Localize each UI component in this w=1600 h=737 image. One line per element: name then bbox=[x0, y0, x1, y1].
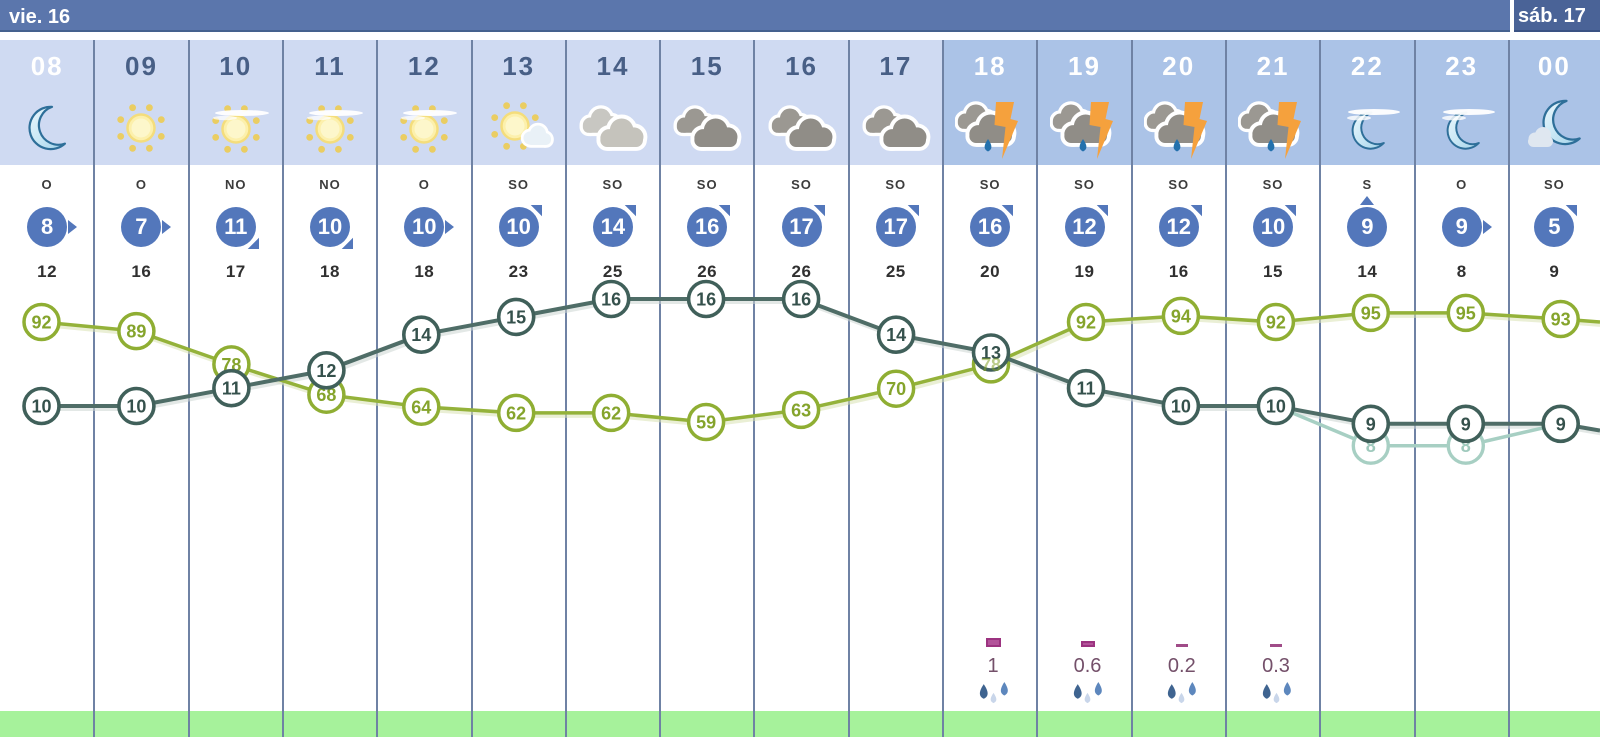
svg-text:13: 13 bbox=[981, 343, 1001, 363]
svg-text:63: 63 bbox=[791, 400, 811, 420]
svg-text:10: 10 bbox=[1171, 397, 1191, 417]
svg-text:9: 9 bbox=[1366, 414, 1376, 434]
svg-text:10: 10 bbox=[126, 397, 146, 417]
svg-text:92: 92 bbox=[31, 313, 51, 333]
svg-text:9: 9 bbox=[1461, 414, 1471, 434]
svg-text:10: 10 bbox=[1266, 397, 1286, 417]
svg-text:8: 8 bbox=[1366, 436, 1376, 456]
svg-text:16: 16 bbox=[791, 290, 811, 310]
svg-text:10: 10 bbox=[31, 397, 51, 417]
svg-text:78: 78 bbox=[981, 355, 1001, 375]
svg-text:95: 95 bbox=[1361, 303, 1381, 323]
svg-text:62: 62 bbox=[506, 403, 526, 423]
svg-text:89: 89 bbox=[126, 322, 146, 342]
svg-text:94: 94 bbox=[1171, 306, 1191, 326]
svg-text:78: 78 bbox=[981, 355, 1001, 375]
svg-text:92: 92 bbox=[1266, 313, 1286, 333]
svg-text:11: 11 bbox=[222, 379, 241, 399]
svg-text:78: 78 bbox=[221, 355, 241, 375]
svg-text:12: 12 bbox=[316, 361, 336, 381]
svg-text:9: 9 bbox=[1556, 414, 1566, 434]
svg-text:70: 70 bbox=[886, 379, 906, 399]
svg-text:68: 68 bbox=[316, 385, 336, 405]
svg-text:14: 14 bbox=[886, 325, 906, 345]
svg-text:15: 15 bbox=[506, 307, 526, 327]
svg-text:93: 93 bbox=[1551, 310, 1571, 330]
svg-text:95: 95 bbox=[1456, 303, 1476, 323]
svg-text:64: 64 bbox=[411, 397, 431, 417]
svg-text:62: 62 bbox=[601, 403, 621, 423]
svg-text:14: 14 bbox=[411, 325, 431, 345]
svg-text:16: 16 bbox=[696, 290, 716, 310]
svg-text:16: 16 bbox=[601, 290, 621, 310]
svg-text:59: 59 bbox=[696, 413, 716, 433]
svg-text:11: 11 bbox=[1076, 379, 1095, 399]
svg-text:92: 92 bbox=[1076, 313, 1096, 333]
svg-text:8: 8 bbox=[1461, 436, 1471, 456]
